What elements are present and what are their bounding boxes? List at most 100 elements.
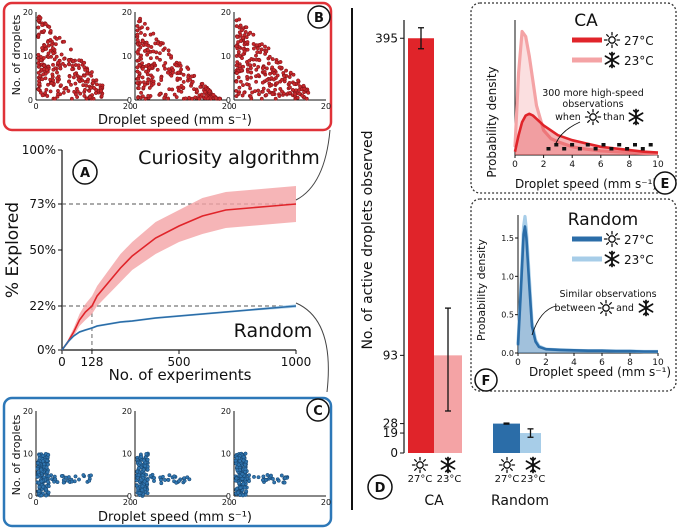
scatter-tick-label-x: 0 [132,102,137,111]
droplet-point [71,75,76,80]
droplet-point [140,25,144,30]
droplet-point [40,23,45,27]
droplet-point [87,478,92,483]
droplet-point [264,49,269,54]
droplet-point [256,64,261,69]
droplet-point [186,67,191,71]
droplet-point [271,67,276,72]
scatter-tick-label-x: 20 [123,498,133,507]
droplet-point [166,477,171,482]
droplet-point [171,70,175,75]
bar-random-23 [520,433,541,453]
droplet-point [256,88,261,93]
droplet-point [249,70,254,75]
droplet-point [48,89,53,94]
droplet-point [167,87,172,92]
panel-f: Random 0 2 4 6 8 10 0.0 0.5 1.0 1.5 Probability d… [470,198,677,392]
panel-f-annotation-line1: Similar observations [559,289,656,300]
droplet-point [236,462,241,467]
panel-b-ylabel: No. of droplets [10,14,23,95]
droplet-point [75,95,80,99]
droplet-point [43,91,48,96]
droplet-point [76,77,81,82]
scatter-tick-label-y: 20 [122,407,132,416]
snowflake-icon [604,250,620,268]
tick-label-x: 0 [58,355,66,369]
droplet-point [71,59,76,64]
droplet-point [54,54,59,59]
droplet-point [88,95,93,100]
droplet-point [259,42,264,47]
droplet-point [281,71,286,75]
droplet-point [46,479,50,484]
droplet-point [158,42,163,47]
droplet-point [139,90,144,95]
droplet-point [73,474,78,479]
droplet-point [302,86,307,91]
droplet-point [81,473,86,478]
droplet-point [54,36,59,41]
droplet-point [154,55,159,60]
droplet-point [49,42,54,47]
panel-d-ylabel: No. of active droplets observed [360,130,376,349]
droplet-point [93,91,98,95]
panel-d-letter-badge [367,474,393,500]
droplet-point [46,82,50,87]
tick-label-x: 0 [515,358,521,368]
droplet-point [217,96,222,101]
annotation-pointer [555,121,581,144]
droplet-point [77,58,82,63]
panel-f-title: Random [568,210,638,230]
droplet-point [236,490,241,495]
droplet-point [135,24,140,28]
droplet-point [237,64,242,68]
scatter-tick-label-y: 20 [221,8,231,17]
droplet-point [138,41,143,46]
panel-e-xlabel: Droplet speed (mm s⁻¹) [515,177,657,191]
droplet-point [240,472,245,477]
tick-label-x: 128 [80,355,103,369]
droplet-point [291,72,296,77]
droplet-point [279,473,284,478]
scatter-tick-label-y: 0 [28,492,33,501]
droplet-point [40,77,45,82]
density-line [513,29,659,156]
droplet-point [254,79,259,84]
scatter-tick-label-x: 20 [222,102,232,111]
droplet-point [51,78,56,83]
droplet-point [82,93,87,98]
droplet-point [294,88,298,93]
droplet-point [42,63,47,68]
droplet-point [187,95,192,100]
droplet-point [39,467,44,472]
droplet-point [166,48,171,53]
tick-label-x: 6 [599,358,605,368]
panel-a-connector-random [295,302,329,393]
droplet-point [237,85,242,90]
hatch-mark [617,143,622,147]
droplet-point [99,88,104,93]
droplet-point [254,53,258,58]
droplet-point [40,46,45,50]
droplet-point [237,53,242,58]
line-ca [61,203,297,351]
droplet-point [43,22,48,27]
droplet-point [282,480,287,485]
droplet-point [56,92,60,97]
droplet-point [234,476,239,481]
droplet-point [44,493,49,498]
droplet-point [50,46,55,51]
panel-e-letter-badge [653,171,677,195]
droplet-point [300,93,305,98]
droplet-point [48,38,53,42]
droplet-point [270,476,275,481]
droplet-point [148,474,153,479]
hatch-mark [593,147,598,151]
tick-label-y: 0 [390,446,398,460]
hatch-mark [633,143,637,147]
droplet-point [251,46,256,51]
droplet-point [145,467,150,472]
droplet-point [87,88,92,93]
droplet-point [295,95,300,100]
